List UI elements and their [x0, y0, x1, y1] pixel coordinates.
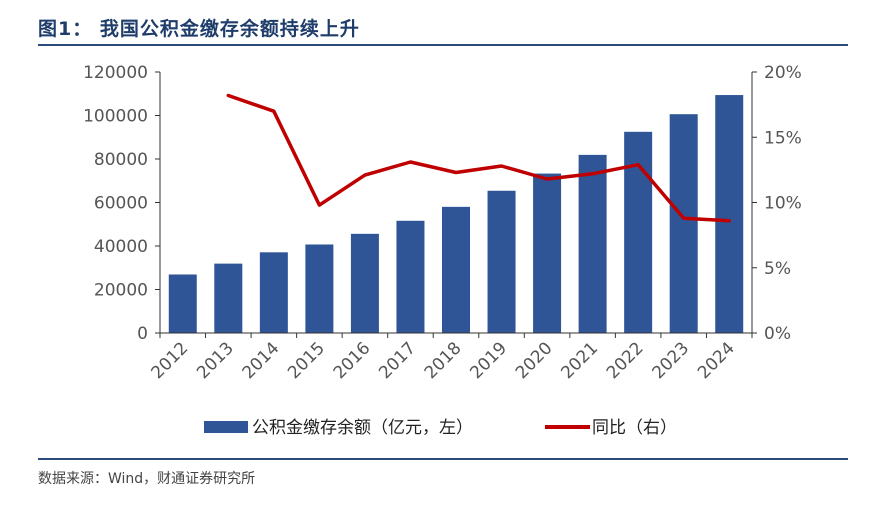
legend-label-line: 同比（右）: [592, 418, 677, 438]
bottom-rule: [38, 458, 848, 460]
y-left-tick-label: 0: [137, 324, 148, 344]
bar-2012: [168, 274, 197, 333]
bar-2022: [624, 131, 653, 333]
bar-2015: [305, 244, 334, 333]
bar-2017: [396, 220, 425, 333]
chart: 0 20000 40000 60000 80000 100000 120000 0% 5% 10%…: [83, 63, 802, 438]
x-tick-label: 2016: [330, 338, 375, 383]
x-tick-label: 2014: [239, 338, 284, 383]
x-tick-label: 2015: [284, 338, 329, 383]
bar-2023: [669, 114, 698, 333]
yoy-line: [226, 93, 731, 223]
x-tick-label: 2022: [603, 338, 648, 383]
y-right-tick-label: 20%: [764, 63, 802, 83]
bar-2016: [350, 233, 379, 333]
y-right-tick-label: 5%: [764, 259, 791, 279]
x-tick-label: 2018: [421, 338, 466, 383]
bar-2020: [533, 173, 562, 333]
y-left-tick-label: 60000: [94, 194, 148, 214]
x-tick-label: 2021: [557, 338, 602, 383]
line-group: [226, 93, 731, 223]
top-rule: [38, 44, 848, 46]
legend-swatch-bar: [204, 421, 248, 433]
legend: 公积金缴存余额（亿元，左） 同比（右）: [204, 418, 677, 438]
bar-2014: [259, 252, 288, 333]
bar-2021: [578, 154, 607, 333]
x-tick-label: 2013: [193, 338, 238, 383]
y-right-tick-label: 15%: [764, 128, 802, 148]
x-tick-label: 2017: [375, 338, 420, 383]
y-left-tick-label: 100000: [83, 107, 148, 127]
x-tick-label: 2019: [466, 338, 511, 383]
bar-2024: [715, 95, 744, 334]
y-left-tick-label: 120000: [83, 63, 148, 83]
x-tick-label: 2020: [512, 338, 557, 383]
bar-2019: [487, 190, 516, 333]
y-right-tick-label: 10%: [764, 194, 802, 214]
x-tick-label: 2024: [694, 338, 739, 383]
bar-2018: [442, 206, 470, 333]
y-left-tick-label: 80000: [94, 150, 148, 170]
y-right-tick-label: 0%: [764, 324, 791, 344]
bars-group: [168, 95, 744, 334]
figure-title: 图1： 我国公积金缴存余额持续上升: [38, 18, 360, 40]
x-tick-label: 2012: [148, 338, 193, 383]
source-note: 数据来源：Wind，财通证券研究所: [38, 471, 256, 487]
x-tick-label: 2023: [648, 338, 693, 383]
bar-2013: [214, 263, 243, 333]
y-left-tick-label: 40000: [94, 237, 148, 257]
y-left-tick-label: 20000: [94, 281, 148, 301]
legend-label-bar: 公积金缴存余额（亿元，左）: [252, 418, 473, 438]
